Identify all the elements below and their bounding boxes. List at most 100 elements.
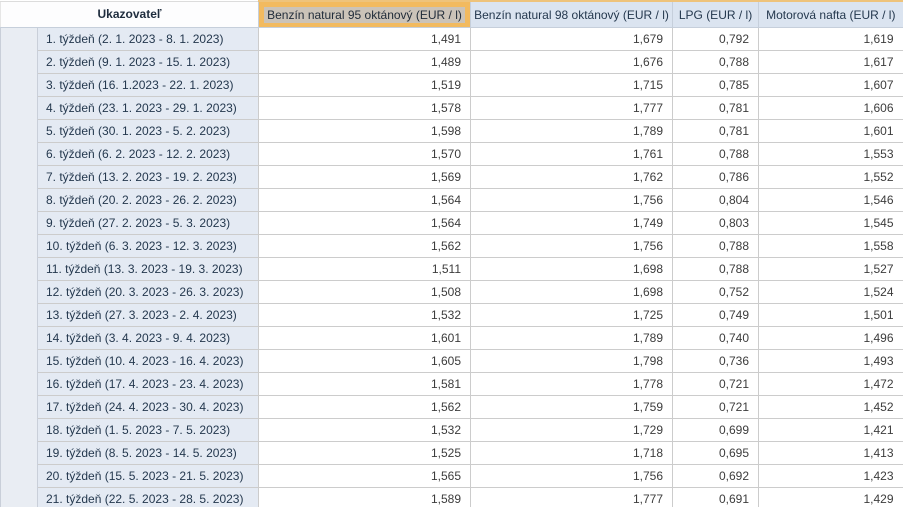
price-cell: 1,617 (758, 50, 903, 74)
week-label-cell: 3. týždeň (16. 1.2023 - 22. 1. 2023) (36, 73, 260, 97)
price-cell: 1,729 (470, 418, 674, 442)
price-cell: 1,413 (758, 441, 903, 465)
header-row: Ukazovateľ Benzín natural 95 oktánový (E… (0, 0, 903, 28)
price-cell: 1,676 (470, 50, 674, 74)
price-cell: 0,721 (672, 395, 760, 419)
week-label-cell: 1. týždeň (2. 1. 2023 - 8. 1. 2023) (36, 27, 260, 51)
price-cell: 1,496 (758, 326, 903, 350)
table-row: 3. týždeň (16. 1.2023 - 22. 1. 2023) 1,51… (1, 73, 903, 97)
price-cell: 1,601 (258, 326, 472, 350)
week-label-cell: 19. týždeň (8. 5. 2023 - 14. 5. 2023) (36, 441, 260, 465)
week-label-cell: 2. týždeň (9. 1. 2023 - 15. 1. 2023) (36, 50, 260, 74)
price-cell: 1,491 (258, 27, 472, 51)
price-cell: 0,721 (672, 372, 760, 396)
week-label-cell: 5. týždeň (30. 1. 2023 - 5. 2. 2023) (36, 119, 260, 143)
price-cell: 1,429 (758, 487, 903, 507)
price-cell: 1,756 (470, 188, 674, 212)
price-cell: 1,756 (470, 464, 674, 488)
column-header-benzin-95-label: Benzín natural 95 oktánový (EUR / l) (264, 6, 465, 23)
week-label-cell: 13. týždeň (27. 3. 2023 - 2. 4. 2023) (36, 303, 260, 327)
price-cell: 1,570 (258, 142, 472, 166)
price-cell: 1,725 (470, 303, 674, 327)
price-cell: 1,546 (758, 188, 903, 212)
column-header-benzin-98[interactable]: Benzín natural 98 oktánový (EUR / l) (470, 0, 674, 28)
price-cell: 1,565 (258, 464, 472, 488)
price-cell: 0,752 (672, 280, 760, 304)
price-cell: 0,788 (672, 50, 760, 74)
price-cell: 1,698 (470, 280, 674, 304)
week-label-cell: 16. týždeň (17. 4. 2023 - 23. 4. 2023) (36, 372, 260, 396)
table-row: 15. týždeň (10. 4. 2023 - 16. 4. 2023) 1,… (1, 349, 903, 373)
price-cell: 1,581 (258, 372, 472, 396)
price-cell: 1,564 (258, 188, 472, 212)
price-cell: 1,598 (258, 119, 472, 143)
price-cell: 0,788 (672, 257, 760, 281)
table-row: 2. týždeň (9. 1. 2023 - 15. 1. 2023) 1,48… (1, 50, 903, 74)
price-cell: 1,789 (470, 326, 674, 350)
column-header-lpg[interactable]: LPG (EUR / l) (672, 0, 760, 28)
row-group-strip (0, 27, 38, 507)
table-row: 1. týždeň (2. 1. 2023 - 8. 1. 2023) 1,491… (0, 27, 903, 507)
price-cell: 1,519 (258, 73, 472, 97)
price-cell: 0,786 (672, 165, 760, 189)
price-cell: 0,699 (672, 418, 760, 442)
price-cell: 1,532 (258, 418, 472, 442)
price-cell: 1,759 (470, 395, 674, 419)
table-row: 10. týždeň (6. 3. 2023 - 12. 3. 2023) 1,5… (1, 234, 903, 258)
price-cell: 1,553 (758, 142, 903, 166)
week-label-cell: 6. týždeň (6. 2. 2023 - 12. 2. 2023) (36, 142, 260, 166)
price-cell: 1,607 (758, 73, 903, 97)
week-label-cell: 21. týždeň (22. 5. 2023 - 28. 5. 2023) (36, 487, 260, 507)
price-cell: 1,524 (758, 280, 903, 304)
table-row: 21. týždeň (22. 5. 2023 - 28. 5. 2023) 1,… (1, 487, 903, 507)
column-header-benzin-95[interactable]: Benzín natural 95 oktánový (EUR / l) (258, 0, 472, 28)
week-label-cell: 7. týždeň (13. 2. 2023 - 19. 2. 2023) (36, 165, 260, 189)
week-label-cell: 17. týždeň (24. 4. 2023 - 30. 4. 2023) (36, 395, 260, 419)
week-label-cell: 18. týždeň (1. 5. 2023 - 7. 5. 2023) (36, 418, 260, 442)
table-row: 18. týždeň (1. 5. 2023 - 7. 5. 2023) 1,53… (1, 418, 903, 442)
price-cell: 1,619 (758, 27, 903, 51)
price-cell: 0,792 (672, 27, 760, 51)
price-cell: 1,501 (758, 303, 903, 327)
price-cell: 1,756 (470, 234, 674, 258)
price-cell: 1,606 (758, 96, 903, 120)
price-cell: 1,527 (758, 257, 903, 281)
price-cell: 1,762 (470, 165, 674, 189)
table-row: 12. týždeň (20. 3. 2023 - 26. 3. 2023) 1,… (1, 280, 903, 304)
price-cell: 1,511 (258, 257, 472, 281)
price-cell: 1,532 (258, 303, 472, 327)
table-row: 17. týždeň (24. 4. 2023 - 30. 4. 2023) 1,… (1, 395, 903, 419)
week-label-cell: 20. týždeň (15. 5. 2023 - 21. 5. 2023) (36, 464, 260, 488)
week-label-cell: 15. týždeň (10. 4. 2023 - 16. 4. 2023) (36, 349, 260, 373)
table-row: 7. týždeň (13. 2. 2023 - 19. 2. 2023) 1,5… (1, 165, 903, 189)
week-label-cell: 12. týždeň (20. 3. 2023 - 26. 3. 2023) (36, 280, 260, 304)
price-cell: 0,804 (672, 188, 760, 212)
table-row: 16. týždeň (17. 4. 2023 - 23. 4. 2023) 1,… (1, 372, 903, 396)
price-cell: 1,552 (758, 165, 903, 189)
week-label-cell: 11. týždeň (13. 3. 2023 - 19. 3. 2023) (36, 257, 260, 281)
price-cell: 1,778 (470, 372, 674, 396)
table-row: 14. týždeň (3. 4. 2023 - 9. 4. 2023) 1,60… (1, 326, 903, 350)
table-row: 9. týždeň (27. 2. 2023 - 5. 3. 2023) 1,56… (1, 211, 903, 235)
column-header-motorova-nafta[interactable]: Motorová nafta (EUR / l) (758, 0, 903, 28)
price-cell: 1,558 (758, 234, 903, 258)
price-cell: 1,545 (758, 211, 903, 235)
price-cell: 0,788 (672, 234, 760, 258)
table-row: 20. týždeň (15. 5. 2023 - 21. 5. 2023) 1,… (1, 464, 903, 488)
price-cell: 1,761 (470, 142, 674, 166)
price-cell: 1,777 (470, 96, 674, 120)
price-cell: 1,562 (258, 395, 472, 419)
price-cell: 1,698 (470, 257, 674, 281)
week-label-cell: 4. týždeň (23. 1. 2023 - 29. 1. 2023) (36, 96, 260, 120)
price-cell: 1,452 (758, 395, 903, 419)
price-cell: 1,489 (258, 50, 472, 74)
price-cell: 1,798 (470, 349, 674, 373)
week-label-cell: 8. týždeň (20. 2. 2023 - 26. 2. 2023) (36, 188, 260, 212)
price-cell: 1,605 (258, 349, 472, 373)
table-row: 11. týždeň (13. 3. 2023 - 19. 3. 2023) 1,… (1, 257, 903, 281)
column-header-indicator[interactable]: Ukazovateľ (0, 0, 260, 28)
table-body: 1. týždeň (2. 1. 2023 - 8. 1. 2023) 1,491… (0, 27, 903, 507)
price-cell: 0,695 (672, 441, 760, 465)
